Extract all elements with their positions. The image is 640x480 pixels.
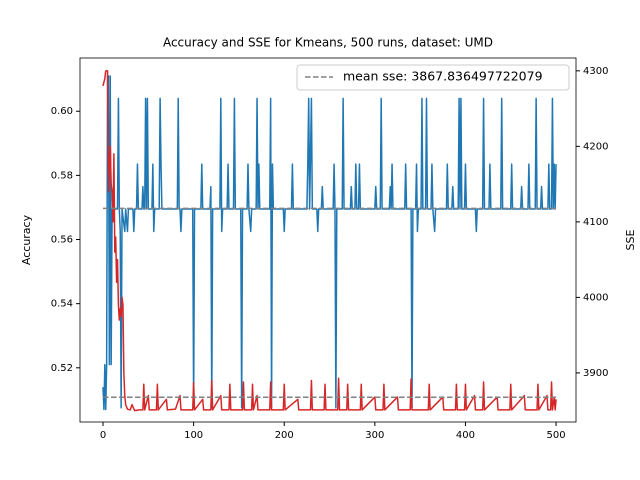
- y2-tick-label: 3900: [583, 368, 608, 379]
- y-tick-label: 0.60: [51, 106, 73, 117]
- frame: [79, 57, 577, 423]
- y2-tick-label: 4200: [583, 141, 608, 152]
- x-tick-label: 300: [365, 430, 384, 441]
- x-tick-label: 100: [184, 430, 203, 441]
- x-tick-label: 400: [456, 430, 475, 441]
- y-tick-label: 0.54: [51, 299, 73, 310]
- y-tick-label: 0.52: [51, 363, 73, 374]
- y2-axis-label: SSE: [624, 229, 637, 250]
- x-tick-label: 500: [547, 430, 566, 441]
- data-line: [102, 70, 557, 412]
- y2-tick-label: 4100: [583, 217, 608, 228]
- legend-label: mean sse: 3867.836497722079: [343, 69, 543, 84]
- y-axis-label: Accuracy: [20, 214, 33, 265]
- legend-box: [296, 64, 570, 91]
- chart-title: Accuracy and SSE for Kmeans, 500 runs, d…: [163, 36, 493, 50]
- y-tick-label: 0.56: [51, 235, 73, 246]
- x-tick-label: 200: [275, 430, 294, 441]
- y2-tick-label: 4000: [583, 292, 608, 303]
- x-tick-label: 0: [100, 430, 106, 441]
- y-tick-label: 0.58: [51, 170, 73, 181]
- y2-tick-label: 4300: [583, 66, 608, 77]
